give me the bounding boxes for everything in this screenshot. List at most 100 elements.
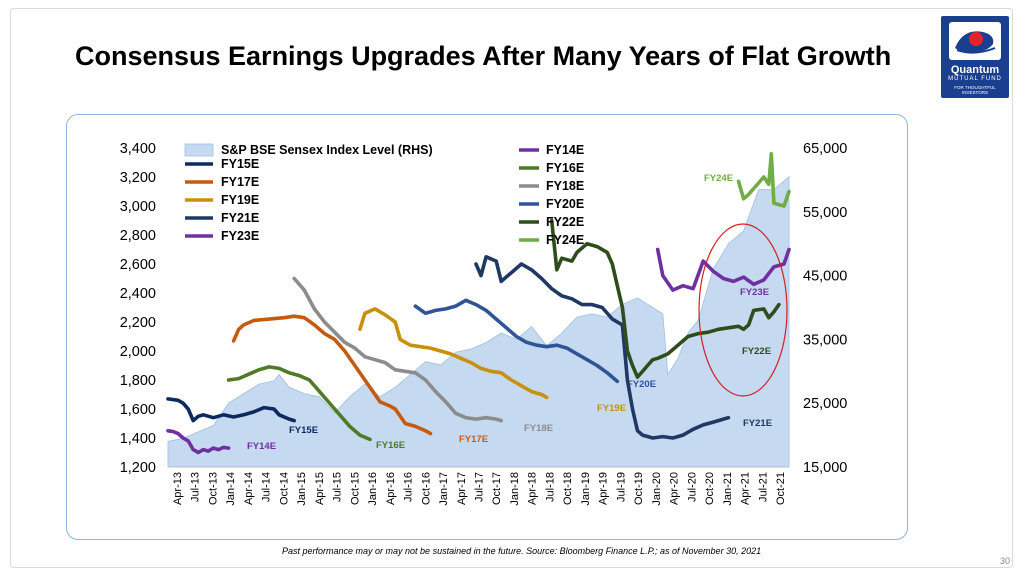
x-tick-label: Jul-20 [686,472,698,502]
legend-label-fy21e: FY21E [221,211,259,225]
highlight-ellipse [698,223,788,397]
series-label-fy23e: FY23E [740,287,769,298]
x-tick-label: Jan-20 [651,472,663,506]
right-tick-label: 15,000 [803,460,847,476]
left-tick-label: 3,400 [120,141,156,157]
x-tick-label: Jul-21 [757,472,769,502]
series-label-fy14e: FY14E [247,441,276,452]
left-tick-label: 1,200 [120,460,156,476]
series-line-fy22e [549,218,781,379]
series-line-fy17e [231,314,433,436]
series-line-fy24e [736,152,791,208]
x-tick-label: Apr-14 [243,472,255,505]
series-line-fy18e [292,276,503,423]
x-tick-label: Jan-17 [438,472,450,506]
x-tick-label: Jan-15 [296,472,308,506]
series-label-fy15e: FY15E [289,425,318,436]
right-tick-label: 25,000 [803,396,847,412]
x-tick-label: Oct-19 [633,472,645,505]
logo-subtitle: MUTUAL FUND [948,76,1002,82]
left-tick-label: 2,200 [120,315,156,331]
x-tick-label: Oct-21 [775,472,787,505]
series-label-fy17e: FY17E [459,434,488,445]
x-tick-label: Jan-21 [722,472,734,506]
x-tick-label: Apr-15 [314,472,326,505]
legend-label-fy17e: FY17E [221,175,259,189]
right-tick-label: 55,000 [803,205,847,221]
x-tick-label: Jan-19 [580,472,592,506]
slide-frame [10,8,1013,568]
chart-container: 1,200 1,400 1,600 1,800 2,000 2,200 2,400 2,600… [66,114,908,540]
legend-label-fy19e: FY19E [221,193,259,207]
x-tick-label: Oct-15 [349,472,361,505]
legend-label-fy15e: FY15E [221,157,259,171]
x-tick-label: Jul-16 [403,472,415,502]
x-tick-label: Apr-17 [456,472,468,505]
series-label-fy16e: FY16E [376,440,405,451]
left-tick-label: 2,400 [120,286,156,302]
x-tick-label: Oct-16 [420,472,432,505]
legend-label-fy14e: FY14E [546,143,584,157]
x-tick-label: Jul-14 [261,472,273,502]
x-tick-label: Apr-19 [598,472,610,505]
series-label-fy21e: FY21E [743,418,772,429]
series-line-fy21e [474,255,731,440]
left-tick-label: 1,400 [120,431,156,447]
series-label-fy22e: FY22E [742,346,771,357]
legend-swatch-sensex [184,143,214,157]
right-tick-label: 35,000 [803,332,847,348]
series-label-fy24e: FY24E [704,173,733,184]
legend-label-fy22e: FY22E [546,215,584,229]
series-line-fy19e [358,307,549,400]
x-tick-label: Apr-13 [172,472,184,505]
legend-label-fy23e: FY23E [221,229,259,243]
left-tick-label: 2,600 [120,257,156,273]
x-tick-label: Oct-20 [704,472,716,505]
x-tick-label: Jul-15 [332,472,344,502]
logo-tagline: FOR THOUGHTFUL INVESTORS [954,85,996,95]
series-line-fy23e [655,247,791,292]
x-tick-label: Jan-16 [367,472,379,506]
x-tick-label: Oct-18 [562,472,574,505]
series-line-fy20e [413,298,620,384]
x-tick-label: Jul-19 [615,472,627,502]
x-tick-label: Apr-18 [527,472,539,505]
left-tick-label: 1,600 [120,402,156,418]
x-tick-label: Jan-18 [509,472,521,506]
x-tick-label: Oct-14 [278,472,290,505]
x-tick-label: Oct-13 [207,472,219,505]
x-tick-label: Apr-16 [385,472,397,505]
quantum-logo-icon [949,22,1001,60]
quantum-logo: Quantum MUTUAL FUND FOR THOUGHTFUL INVES… [941,16,1009,98]
series-line-fy16e [226,365,372,442]
legend-label-sensex: S&P BSE Sensex Index Level (RHS) [221,143,433,157]
legend-label-fy16e: FY16E [546,161,584,175]
series-label-fy18e: FY18E [524,423,553,434]
left-tick-label: 3,000 [120,199,156,215]
x-tick-label: Apr-20 [669,472,681,505]
left-tick-label: 2,000 [120,344,156,360]
footnote: Past performance may or may not be susta… [282,546,762,556]
x-tick-label: Apr-21 [740,472,752,505]
x-tick-label: Oct-17 [491,472,503,505]
series-label-fy20e: FY20E [627,379,656,390]
right-tick-label: 45,000 [803,269,847,285]
series-line-fy14e [166,429,231,455]
x-tick-label: Jan-14 [225,472,237,506]
legend-label-fy18e: FY18E [546,179,584,193]
series-label-fy19e: FY19E [597,403,626,414]
logo-name: Quantum [950,64,1000,76]
earnings-chart: 1,200 1,400 1,600 1,800 2,000 2,200 2,400 2,600… [120,141,848,506]
right-tick-label: 65,000 [803,141,847,157]
sensex-index-area [167,175,790,468]
left-tick-label: 2,800 [120,228,156,244]
left-tick-label: 1,800 [120,373,156,389]
x-tick-label: Jul-18 [545,472,557,502]
x-tick-label: Jul-17 [474,472,486,502]
page-number: 30 [1000,556,1011,566]
left-tick-label: 3,200 [120,170,156,186]
slide-title: Consensus Earnings Upgrades After Many Y… [75,41,892,71]
legend-label-fy20e: FY20E [546,197,584,211]
x-tick-label: Jul-13 [190,472,202,502]
series-line-fy15e [166,397,296,423]
